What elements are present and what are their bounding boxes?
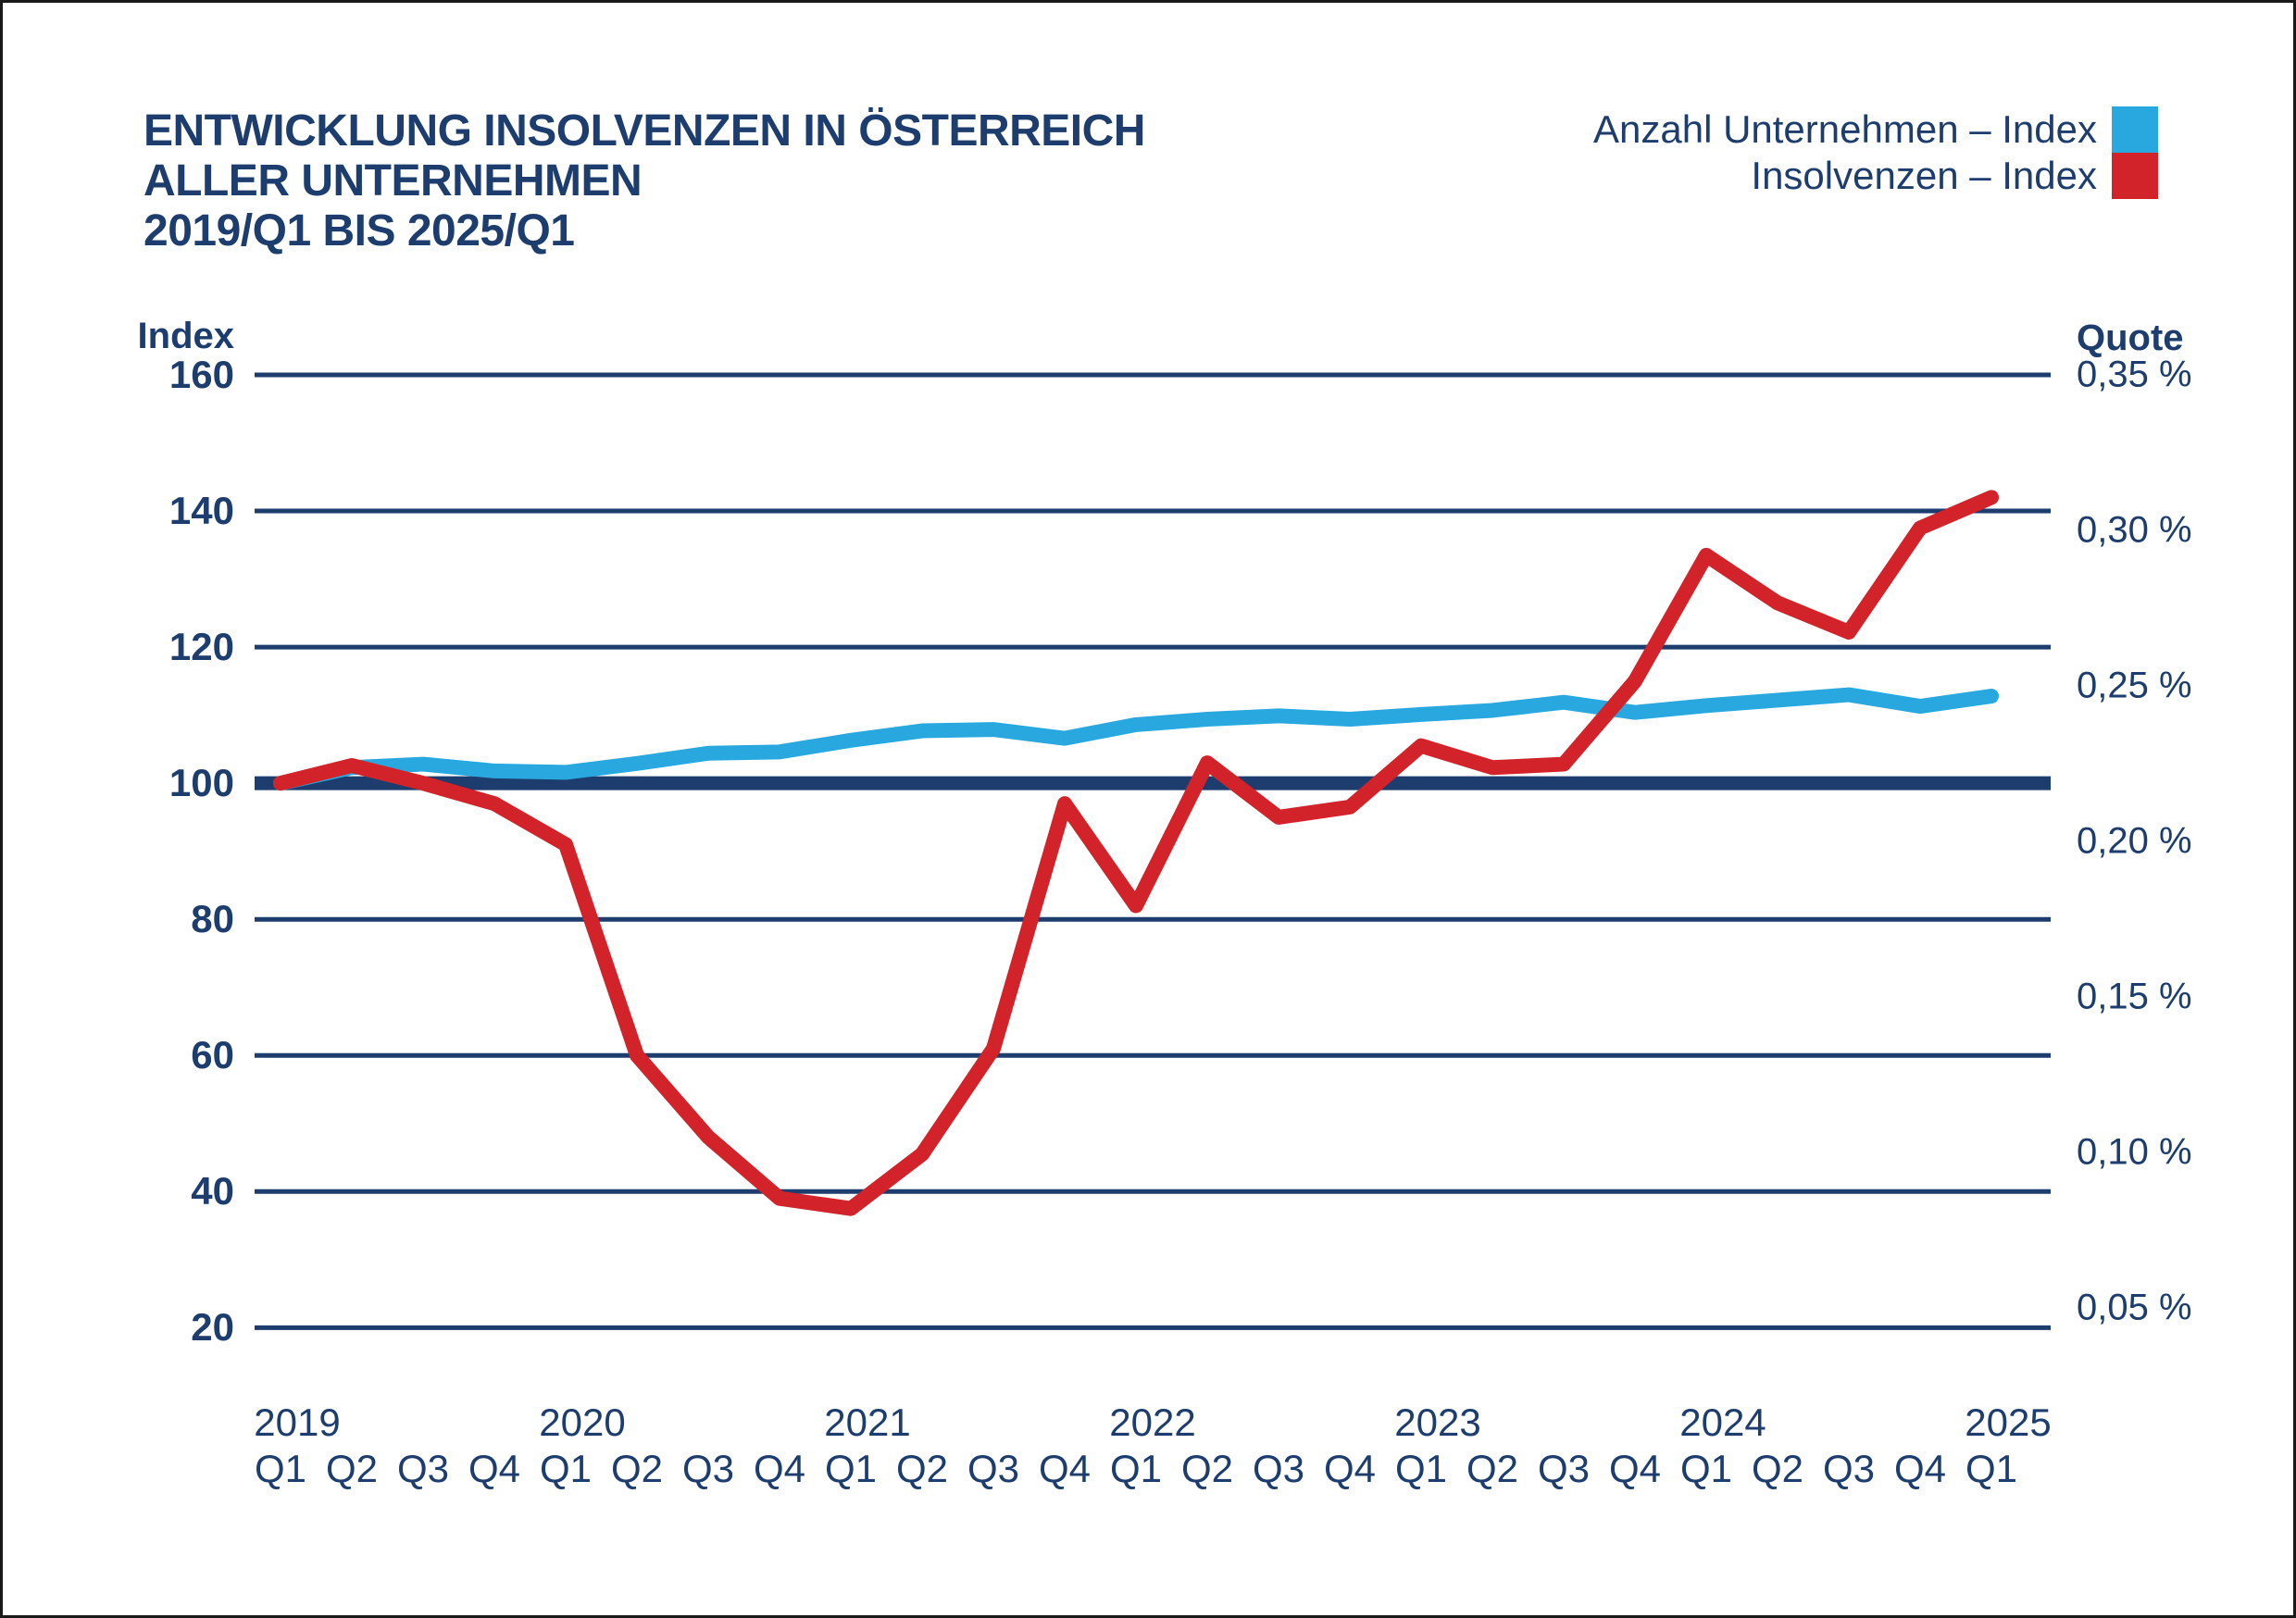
x-axis-quarter-label: Q4 xyxy=(468,1447,521,1490)
left-axis-tick-label: 120 xyxy=(168,625,234,669)
page-title-line-3: 2019/Q1 BIS 2025/Q1 xyxy=(144,206,575,255)
chart-legend: Anzahl Unternehmen – Index Insolvenzen –… xyxy=(1593,106,2158,199)
x-axis-year-label: 2023 xyxy=(1394,1400,1481,1444)
x-axis-quarter-label: Q2 xyxy=(895,1447,949,1490)
x-axis-year-label: 2020 xyxy=(539,1400,626,1444)
x-axis-quarter-label: Q1 xyxy=(1679,1447,1733,1490)
x-axis-quarter-label: Q3 xyxy=(1822,1447,1876,1490)
legend-item-anzahl-unternehmen: Anzahl Unternehmen – Index xyxy=(1593,106,2158,153)
right-axis-tick-label: 0,15 % xyxy=(2077,976,2192,1017)
x-axis-year-label: 2019 xyxy=(254,1400,341,1444)
x-axis-quarter-label: Q3 xyxy=(967,1447,1020,1490)
x-axis-quarter-label: Q1 xyxy=(539,1447,593,1490)
x-axis-quarter-label: Q3 xyxy=(681,1447,735,1490)
page-title: ENTWICKLUNG INSOLVENZEN IN ÖSTERREICH AL… xyxy=(144,106,1145,256)
x-axis-quarter-label: Q1 xyxy=(1394,1447,1448,1490)
right-axis-tick-label: 0,30 % xyxy=(2077,509,2192,551)
x-axis-quarter-label: Q1 xyxy=(1109,1447,1163,1490)
x-axis-quarter-label: Q2 xyxy=(325,1447,379,1490)
right-axis-tick-label: 0,10 % xyxy=(2077,1131,2192,1173)
x-axis-year-label: 2022 xyxy=(1109,1400,1196,1444)
x-axis-quarter-label: Q2 xyxy=(610,1447,664,1490)
left-axis-tick-label: 160 xyxy=(168,353,234,396)
left-axis-tick-label: 80 xyxy=(191,897,234,941)
x-axis-quarter-label: Q4 xyxy=(1608,1447,1662,1490)
left-axis-tick-label: 140 xyxy=(168,489,234,533)
page-title-line-1: ENTWICKLUNG INSOLVENZEN IN ÖSTERREICH xyxy=(144,106,1145,156)
x-axis-quarter-label: Q4 xyxy=(1323,1447,1377,1490)
x-axis-quarter-label: Q2 xyxy=(1466,1447,1519,1490)
right-axis-tick-label: 0,35 % xyxy=(2077,354,2192,395)
x-axis-quarter-label: Q2 xyxy=(1751,1447,1804,1490)
legend-color-swatch-red xyxy=(2112,153,2158,199)
x-axis-quarter-label: Q1 xyxy=(1965,1447,2018,1490)
x-axis-year-label: 2024 xyxy=(1679,1400,1766,1444)
right-axis-tick-label: 0,25 % xyxy=(2077,665,2192,706)
legend-label: Anzahl Unternehmen – Index xyxy=(1592,107,2097,151)
left-axis-tick-label: 60 xyxy=(191,1033,234,1077)
x-axis-quarter-label: Q3 xyxy=(1252,1447,1305,1490)
x-axis-quarter-label: Q3 xyxy=(1537,1447,1591,1490)
x-axis-year-label: 2021 xyxy=(824,1400,911,1444)
left-axis-tick-label: 40 xyxy=(191,1169,234,1214)
legend-color-swatch-cyan xyxy=(2112,106,2158,153)
legend-item-insolvenzen: Insolvenzen – Index xyxy=(1593,153,2158,199)
x-axis-year-label: 2025 xyxy=(1965,1400,2052,1444)
x-axis-quarter-label: Q4 xyxy=(1038,1447,1092,1490)
left-axis-tick-label: 20 xyxy=(191,1305,234,1350)
right-axis-tick-label: 0,05 % xyxy=(2077,1287,2192,1328)
anzahl-unternehmen-line xyxy=(273,687,1999,791)
page-title-line-2: ALLER UNTERNEHMEN xyxy=(144,156,643,205)
left-axis-title: Index xyxy=(137,316,234,356)
x-axis-quarter-label: Q1 xyxy=(824,1447,878,1490)
right-axis-title: Quote xyxy=(2077,317,2184,358)
line-chart-plot xyxy=(255,372,2051,1330)
x-axis-quarter-label: Q4 xyxy=(753,1447,806,1490)
legend-label: Insolvenzen – Index xyxy=(1751,154,2097,197)
x-axis-quarter-label: Q2 xyxy=(1180,1447,1234,1490)
insolvenzen-line xyxy=(273,490,1999,1216)
left-axis-tick-label: 100 xyxy=(168,761,234,805)
x-axis-quarter-label: Q3 xyxy=(396,1447,450,1490)
right-axis-tick-label: 0,20 % xyxy=(2077,820,2192,862)
x-axis-quarter-label: Q1 xyxy=(254,1447,307,1490)
x-axis-quarter-label: Q4 xyxy=(1893,1447,1947,1490)
